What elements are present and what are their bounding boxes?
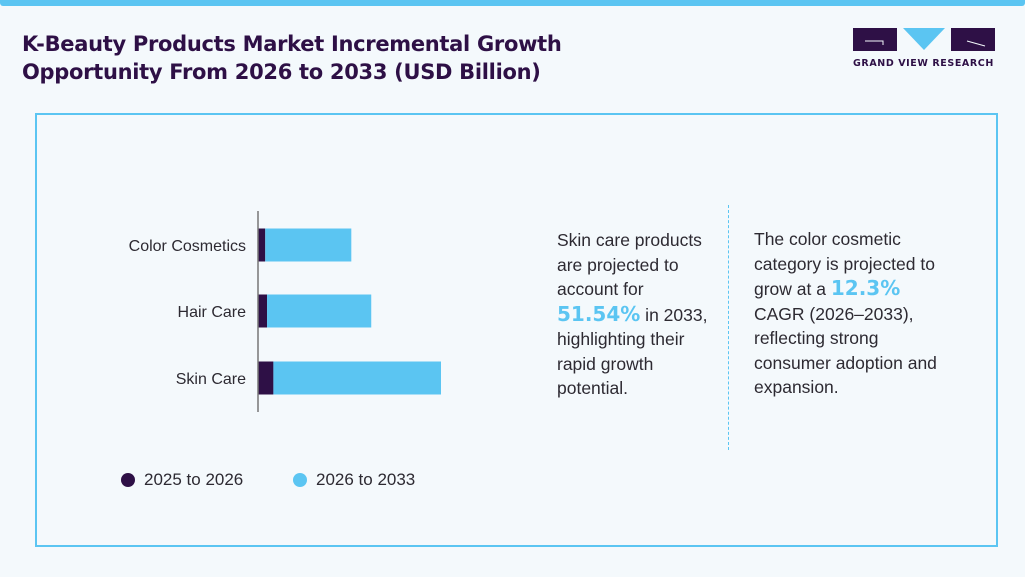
note-highlight: 12.3% bbox=[830, 276, 901, 300]
category-label: Color Cosmetics bbox=[129, 238, 246, 255]
legend-label: 2026 to 2033 bbox=[316, 470, 416, 489]
bar-hair-care-series-1 bbox=[267, 294, 372, 328]
page-title: K-Beauty Products Market Incremental Gro… bbox=[22, 30, 702, 86]
note-text: in 2033, highlighting their rapid growth… bbox=[557, 304, 708, 399]
category-label: Skin Care bbox=[176, 371, 246, 388]
color-cosmetic-note: The color cosmetic category is projected… bbox=[754, 227, 939, 400]
top-accent-bar bbox=[0, 0, 1025, 6]
note-text: CAGR (2026–2033), reflecting strong cons… bbox=[754, 303, 937, 398]
divider bbox=[728, 205, 729, 450]
category-label: Hair Care bbox=[178, 304, 247, 321]
bar-hair-care-series-0 bbox=[258, 294, 268, 328]
title-line-1: K-Beauty Products Market Incremental Gro… bbox=[22, 32, 562, 56]
title-line-2: Opportunity From 2026 to 2033 (USD Billi… bbox=[22, 60, 541, 84]
legend-item-2026-2033: 2026 to 2033 bbox=[293, 470, 415, 490]
chart-frame bbox=[35, 113, 998, 547]
legend-item-2025-2026: 2025 to 2026 bbox=[121, 470, 243, 490]
legend-swatch-light bbox=[293, 473, 307, 487]
bar-color-cosmetics-series-0 bbox=[258, 228, 266, 262]
note-text: Skin care products are projected to acco… bbox=[557, 230, 702, 299]
bar-skin-care-series-0 bbox=[258, 361, 274, 395]
note-highlight: 51.54% bbox=[557, 301, 641, 326]
logo-text: GRAND VIEW RESEARCH bbox=[853, 58, 994, 69]
legend-swatch-dark bbox=[121, 473, 135, 487]
bar-color-cosmetics-series-1 bbox=[265, 228, 352, 262]
bar-skin-care-series-1 bbox=[273, 361, 441, 395]
skin-care-note: Skin care products are projected to acco… bbox=[557, 228, 715, 401]
grand-view-research-logo bbox=[853, 28, 995, 51]
legend-label: 2025 to 2026 bbox=[144, 470, 244, 489]
note-text: The color cosmetic category is projected… bbox=[754, 229, 935, 299]
